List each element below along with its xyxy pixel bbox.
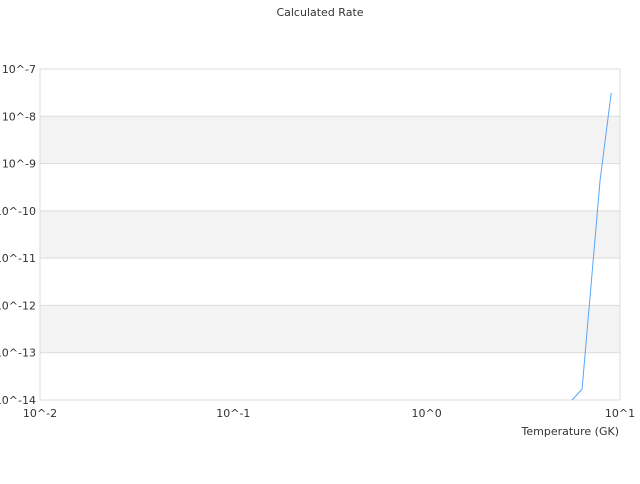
x-tick-label: 10^0 <box>412 407 442 420</box>
x-tick-label: 10^-2 <box>23 407 57 420</box>
y-tick-label: 10^-12 <box>0 299 36 312</box>
y-tick-label: 10^-7 <box>2 63 36 76</box>
x-tick-label: 10^1 <box>605 407 635 420</box>
grid-band <box>40 210 620 259</box>
y-tick-label: 10^-9 <box>2 158 36 171</box>
grid-band <box>40 305 620 353</box>
grid-band <box>40 116 620 164</box>
x-axis-label: Temperature (GK) <box>521 425 620 438</box>
y-tick-label: 10^-10 <box>0 205 36 218</box>
y-tick-label: 10^-14 <box>0 394 36 407</box>
y-tick-label: 10^-13 <box>0 347 36 360</box>
x-tick-label: 10^-1 <box>216 407 250 420</box>
y-tick-label: 10^-8 <box>2 110 36 123</box>
chart-title: Calculated Rate <box>276 6 363 19</box>
plot-area-border <box>39 68 621 401</box>
series-line <box>571 93 612 401</box>
y-tick-label: 10^-11 <box>0 252 36 265</box>
